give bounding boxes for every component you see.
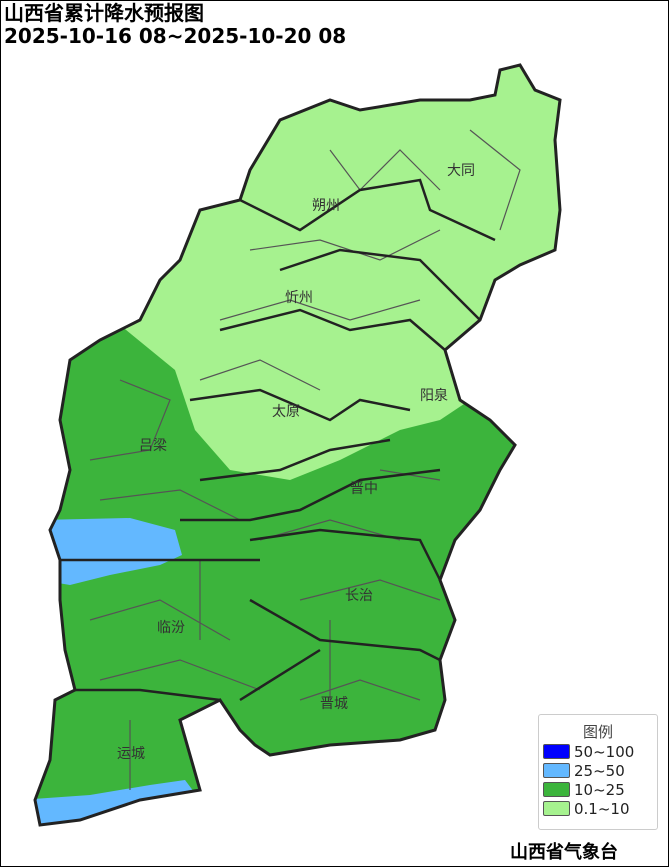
map-title: 山西省累计降水预报图 2025-10-16 08~2025-10-20 08 bbox=[4, 2, 346, 48]
city-label: 太原 bbox=[272, 404, 300, 420]
city-label: 吕梁 bbox=[139, 438, 167, 454]
city-label: 长治 bbox=[345, 588, 373, 604]
city-label: 忻州 bbox=[285, 290, 313, 306]
legend-swatch bbox=[543, 782, 570, 797]
legend-item: 0.1~10 bbox=[539, 799, 657, 818]
legend-item: 50~100 bbox=[539, 742, 657, 761]
legend-title: 图例 bbox=[582, 723, 613, 741]
legend-swatch bbox=[543, 801, 570, 816]
legend-swatch bbox=[543, 744, 570, 759]
legend-item: 25~50 bbox=[539, 761, 657, 780]
legend: 图例 50~100 25~50 10~25 0.1~10 bbox=[538, 714, 658, 830]
city-label: 运城 bbox=[117, 746, 145, 762]
city-label: 大同 bbox=[447, 163, 475, 179]
legend-item: 10~25 bbox=[539, 780, 657, 799]
city-label: 阳泉 bbox=[420, 387, 448, 404]
legend-label: 50~100 bbox=[574, 742, 635, 761]
zone-25-50-west bbox=[40, 518, 182, 585]
forecast-period: 2025-10-16 08~2025-10-20 08 bbox=[4, 24, 347, 48]
legend-swatch bbox=[543, 763, 570, 778]
title-text: 山西省累计降水预报图 bbox=[4, 1, 204, 25]
legend-label: 0.1~10 bbox=[574, 799, 630, 818]
legend-label: 25~50 bbox=[574, 761, 625, 780]
city-label: 朔州 bbox=[312, 198, 340, 214]
city-label: 晋城 bbox=[320, 696, 348, 712]
legend-label: 10~25 bbox=[574, 780, 625, 799]
city-label: 晋中 bbox=[350, 481, 378, 497]
issuer-credit: 山西省气象台 bbox=[510, 842, 618, 863]
city-boundaries bbox=[60, 178, 496, 702]
city-label: 临汾 bbox=[157, 620, 185, 636]
city-labels: 大同 朔州 忻州 阳泉 太原 吕梁 晋中 长治 临汾 晋城 运城 bbox=[117, 163, 475, 762]
